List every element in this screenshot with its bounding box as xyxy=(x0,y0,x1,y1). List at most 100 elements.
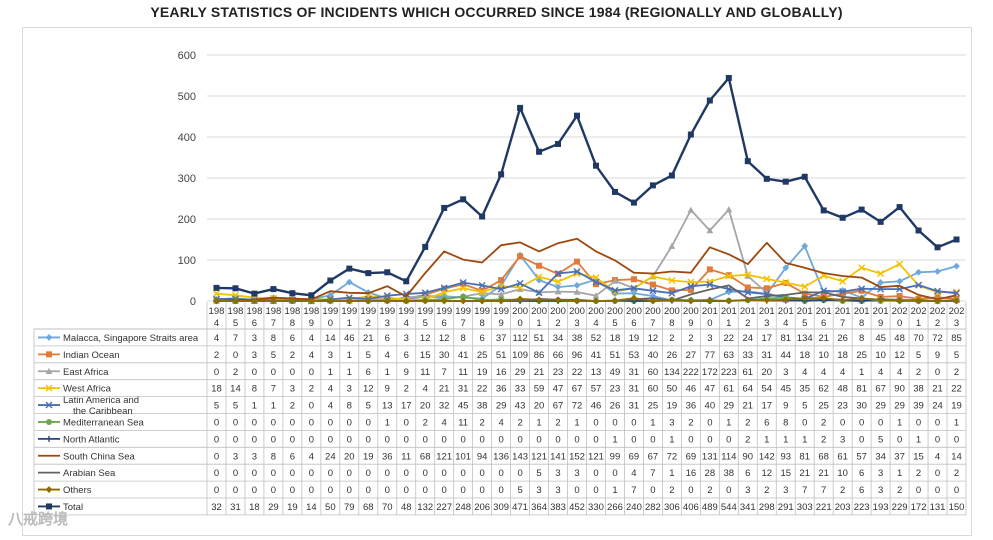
table-value-malacca-singapore-straits-area: 19 xyxy=(629,333,640,344)
table-value-west-africa: 47 xyxy=(705,384,716,395)
data-point-west-africa xyxy=(744,271,752,279)
table-value-total: 452 xyxy=(569,502,585,513)
x-tick-label-2020: 0 xyxy=(897,318,902,329)
data-point-others xyxy=(421,297,429,305)
table-value-south-china-sea: 90 xyxy=(742,451,753,462)
table-value-north-atlantic: 1 xyxy=(802,434,807,445)
table-value-others: 0 xyxy=(479,485,484,496)
table-value-indian-ocean: 53 xyxy=(629,350,640,361)
table-value-east-africa: 20 xyxy=(761,367,772,378)
table-value-mediterranean-sea: 0 xyxy=(233,417,238,428)
x-tick-label-2001: 1 xyxy=(536,318,541,329)
y-tick-label: 200 xyxy=(178,214,196,226)
table-value-arabian-sea: 0 xyxy=(461,468,466,479)
table-value-mediterranean-sea: 0 xyxy=(290,417,295,428)
table-value-indian-ocean: 1 xyxy=(347,350,352,361)
table-value-arabian-sea: 10 xyxy=(837,468,848,479)
x-tick-label-1995: 199 xyxy=(417,306,433,317)
table-value-total: 309 xyxy=(493,502,509,513)
table-value-malacca-singapore-straits-area: 12 xyxy=(648,333,659,344)
table-value-malacca-singapore-straits-area: 12 xyxy=(420,333,431,344)
table-value-west-africa: 9 xyxy=(385,384,390,395)
x-tick-label-1987: 7 xyxy=(271,318,276,329)
data-point-east-africa xyxy=(725,206,733,213)
table-value-west-africa: 4 xyxy=(328,384,333,395)
table-value-south-china-sea: 94 xyxy=(477,451,488,462)
table-value-north-atlantic: 0 xyxy=(517,434,522,445)
data-point-others xyxy=(288,297,296,305)
table-value-indian-ocean: 9 xyxy=(935,350,940,361)
table-value-indian-ocean: 18 xyxy=(837,350,848,361)
table-value-indian-ocean: 40 xyxy=(648,350,659,361)
data-point-others xyxy=(251,297,258,305)
table-value-north-atlantic: 0 xyxy=(593,434,598,445)
table-value-arabian-sea: 3 xyxy=(555,468,560,479)
table-value-west-africa: 54 xyxy=(761,384,772,395)
table-value-west-africa: 50 xyxy=(667,384,678,395)
table-value-arabian-sea: 1 xyxy=(897,468,902,479)
table-value-malacca-singapore-straits-area: 34 xyxy=(553,333,564,344)
data-point-total xyxy=(289,290,296,297)
table-value-east-africa: 9 xyxy=(404,367,409,378)
x-tick-label-1985: 198 xyxy=(228,306,244,317)
table-value-others: 7 xyxy=(631,485,636,496)
data-point-east-africa xyxy=(516,285,524,292)
table-value-indian-ocean: 5 xyxy=(916,350,921,361)
table-value-west-africa: 21 xyxy=(439,384,450,395)
x-tick-label-2000: 0 xyxy=(517,318,522,329)
table-value-east-africa: 31 xyxy=(629,367,640,378)
table-value-south-china-sea: 11 xyxy=(401,451,411,462)
table-value-malacca-singapore-straits-area: 3 xyxy=(404,333,409,344)
table-value-mediterranean-sea: 0 xyxy=(707,417,712,428)
table-value-mediterranean-sea: 1 xyxy=(897,417,902,428)
table-value-east-africa: 11 xyxy=(458,367,468,378)
x-tick-label-2010: 0 xyxy=(707,318,712,329)
data-point-west-africa xyxy=(212,290,220,298)
table-value-total: 406 xyxy=(683,502,699,513)
table-value-malacca-singapore-straits-area: 8 xyxy=(461,333,466,344)
x-tick-label-1989: 198 xyxy=(303,306,319,317)
table-value-others: 0 xyxy=(404,485,409,496)
x-tick-label-2014: 201 xyxy=(778,306,794,317)
data-point-others xyxy=(858,295,866,302)
table-value-total: 266 xyxy=(607,502,623,513)
table-value-others: 0 xyxy=(935,485,940,496)
data-point-total xyxy=(915,227,922,234)
x-tick-label-2011: 1 xyxy=(726,318,731,329)
table-value-west-africa: 90 xyxy=(894,384,905,395)
table-value-east-africa: 0 xyxy=(290,367,295,378)
table-value-arabian-sea: 21 xyxy=(818,468,829,479)
table-value-south-china-sea: 101 xyxy=(455,451,471,462)
y-tick-label: 600 xyxy=(178,50,196,62)
data-point-west-africa xyxy=(649,272,657,280)
table-value-north-atlantic: 0 xyxy=(536,434,541,445)
table-value-others: 2 xyxy=(669,485,674,496)
series-line-east-africa xyxy=(216,208,957,302)
table-value-total: 29 xyxy=(268,502,279,513)
table-value-east-africa: 1 xyxy=(859,367,864,378)
data-point-total xyxy=(574,112,581,119)
data-point-others xyxy=(535,296,543,304)
x-tick-label-2019: 201 xyxy=(873,306,889,317)
data-point-east-africa xyxy=(687,206,695,213)
table-value-latin-america-and-the-caribbean: 21 xyxy=(742,401,753,412)
data-point-indian-ocean xyxy=(858,287,865,294)
table-value-arabian-sea: 16 xyxy=(686,468,697,479)
table-value-north-atlantic: 0 xyxy=(650,434,655,445)
table-value-arabian-sea: 6 xyxy=(859,468,864,479)
x-tick-label-2021: 202 xyxy=(911,306,927,317)
table-value-arabian-sea: 0 xyxy=(328,468,333,479)
table-value-indian-ocean: 2 xyxy=(214,350,219,361)
table-value-others: 0 xyxy=(233,485,238,496)
table-value-north-atlantic: 0 xyxy=(442,434,447,445)
data-point-total xyxy=(517,104,524,111)
table-value-arabian-sea: 0 xyxy=(252,468,257,479)
table-value-latin-america-and-the-caribbean: 46 xyxy=(591,401,602,412)
data-point-mediterranean-sea xyxy=(460,293,467,300)
table-value-latin-america-and-the-caribbean: 67 xyxy=(553,401,564,412)
table-value-south-china-sea: 0 xyxy=(214,451,219,462)
table-value-malacca-singapore-straits-area: 21 xyxy=(363,333,374,344)
table-value-mediterranean-sea: 0 xyxy=(252,417,257,428)
table-value-west-africa: 61 xyxy=(724,384,735,395)
table-value-arabian-sea: 0 xyxy=(309,468,314,479)
